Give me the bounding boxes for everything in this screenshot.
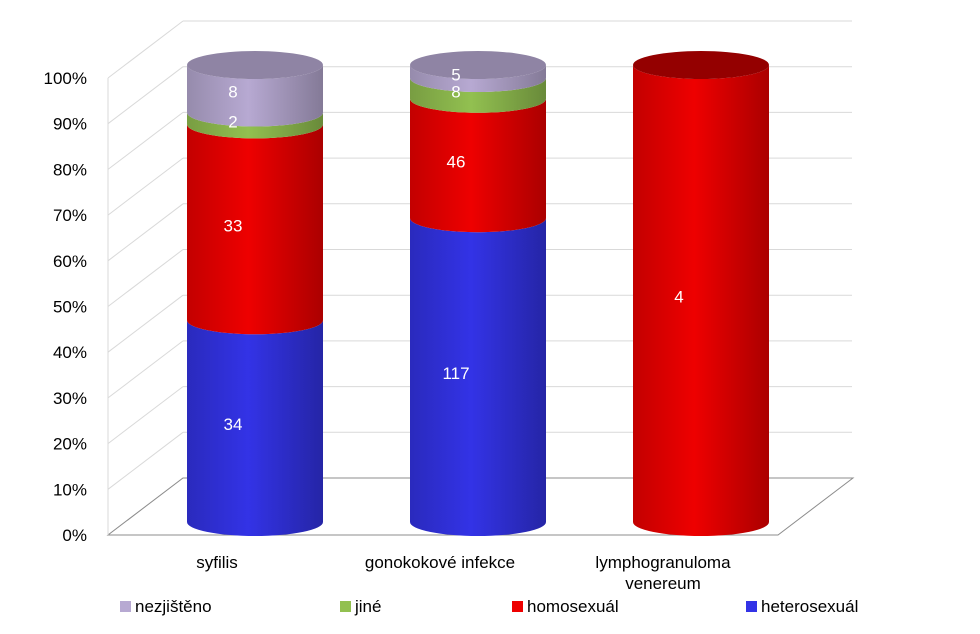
legend-swatch-nezjisteno [120, 601, 131, 612]
side-gridline-30 [107, 340, 184, 399]
bar-top-lymphogranuloma-venereum [633, 51, 769, 79]
data-label-syfilis-homosexual: 33 [224, 216, 243, 235]
y-tick-label-60: 60% [53, 252, 87, 271]
bar-gonokokove-infekce-homosexual [410, 98, 546, 233]
y-tick-label-80: 80% [53, 160, 87, 179]
bar-gonokokove-infekce-heterosexual [410, 218, 546, 537]
bar-syfilis-jine [187, 112, 323, 139]
data-label-syfilis-nezjisteno: 8 [228, 83, 237, 102]
side-gridline-20 [107, 386, 184, 444]
data-label-syfilis-heterosexual: 34 [224, 415, 243, 434]
legend-label-homosexual: homosexuál [527, 597, 619, 616]
category-label-gonokokove-infekce: gonokokové infekce [365, 553, 515, 572]
category-label-syfilis: syfilis [196, 553, 238, 572]
data-label-gonokokove-infekce-jine: 8 [451, 82, 460, 101]
data-label-gonokokove-infekce-homosexual: 46 [447, 152, 466, 171]
legend-item-jine: jiné [340, 597, 381, 616]
side-gridline-60 [107, 203, 184, 262]
side-gridline-10 [107, 431, 184, 490]
legend-item-nezjisteno: nezjištěno [120, 597, 212, 616]
bar-gonokokove-infekce-nezjisteno [410, 65, 546, 92]
y-tick-label-30: 30% [53, 389, 87, 408]
side-gridline-100 [107, 20, 184, 79]
bar-top-gonokokove-infekce [410, 51, 546, 79]
bar-syfilis-nezjisteno [187, 65, 323, 127]
y-tick-label-40: 40% [53, 343, 87, 362]
legend-item-homosexual: homosexuál [512, 597, 619, 616]
y-tick-label-50: 50% [53, 298, 87, 317]
side-gridline-80 [107, 112, 184, 170]
legend-label-jine: jiné [354, 597, 381, 616]
legend-swatch-homosexual [512, 601, 523, 612]
legend: nezjištěno jiné homosexuál heterosexuál [120, 597, 858, 616]
category-labels: syfilis gonokokové infekce lymphogranuloma… [196, 553, 731, 593]
y-tick-label-0: 0% [62, 526, 87, 545]
y-tick-label-90: 90% [53, 115, 87, 134]
legend-swatch-jine [340, 601, 351, 612]
bar-group-lymphogranuloma-venereum: 4 [633, 51, 769, 536]
bar-syfilis-homosexual [187, 124, 323, 335]
side-gridline-90 [107, 66, 184, 125]
legend-label-heterosexual: heterosexuál [761, 597, 858, 616]
y-tick-label-20: 20% [53, 435, 87, 454]
data-label-lymphogranuloma-venereum-homosexual: 4 [674, 288, 683, 307]
y-tick-label-70: 70% [53, 206, 87, 225]
y-tick-label-10: 10% [53, 480, 87, 499]
category-label-lymphogranuloma-venereum: lymphogranuloma venereum [595, 553, 731, 593]
legend-swatch-heterosexual [746, 601, 757, 612]
legend-label-nezjisteno: nezjištěno [135, 597, 212, 616]
bar-group-gonokokove-infekce: 117 46 85 [410, 51, 546, 537]
bar-group-syfilis: 34 33 2 8 [187, 51, 323, 536]
data-label-syfilis-jine: 2 [228, 112, 237, 131]
data-label-gonokokove-infekce-nezjisteno: 5 [451, 65, 460, 84]
side-gridline-40 [107, 294, 184, 353]
side-gridline-50 [107, 249, 184, 307]
y-axis: 0% 10% 20% 30% 40% 50% 60% 70% 80% 90% 100% [44, 69, 109, 545]
bar-syfilis-heterosexual [187, 320, 323, 536]
bar-top-syfilis [187, 51, 323, 79]
side-gridline-70 [107, 157, 184, 216]
legend-item-heterosexual: heterosexuál [746, 597, 858, 616]
y-tick-label-100: 100% [44, 69, 87, 88]
bar-lymphogranuloma-venereum-homosexual [633, 65, 769, 536]
bar-gonokokove-infekce-jine [410, 77, 546, 113]
data-label-gonokokove-infekce-heterosexual: 117 [442, 364, 469, 383]
